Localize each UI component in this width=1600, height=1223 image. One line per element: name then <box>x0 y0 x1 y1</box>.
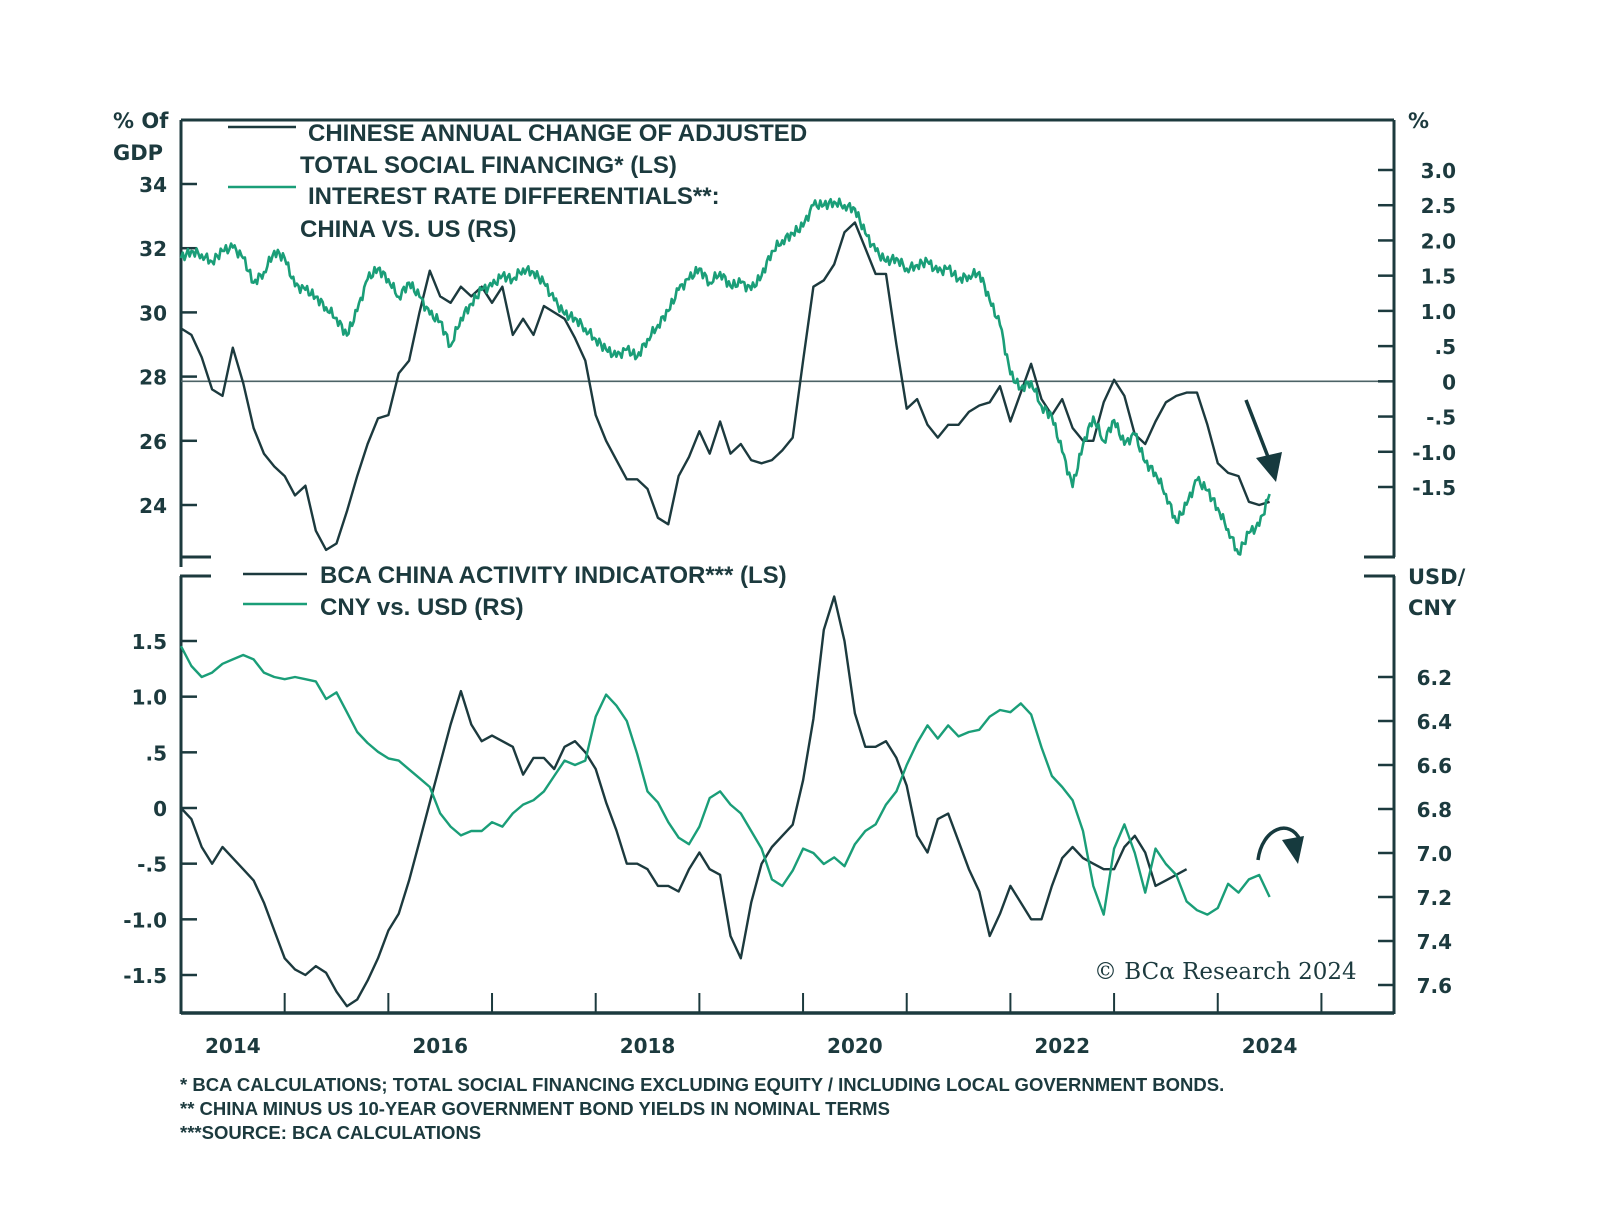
series-line-interest-rate-differential <box>179 197 1271 556</box>
top-right-tick-label: 1.0 <box>1421 300 1456 324</box>
bottom-right-ticks: 6.2 6.4 6.6 6.8 7.0 7.2 7.4 7.6 <box>1378 666 1452 998</box>
x-axis: 2014 2016 2018 2020 2022 2024 <box>205 993 1323 1058</box>
footnote-2: ** CHINA MINUS US 10-YEAR GOVERNMENT BON… <box>180 1098 890 1119</box>
series-line-total-social-financing <box>180 221 1270 552</box>
bottom-right-tick-label: 7.4 <box>1417 930 1452 954</box>
top-right-axis-label: % <box>1408 109 1429 133</box>
x-tick-label: 2024 <box>1242 1034 1298 1058</box>
bottom-right-tick-label: 7.0 <box>1417 842 1452 866</box>
x-tick-label: 2018 <box>620 1034 676 1058</box>
bottom-left-tick-label: -1.0 <box>123 908 167 932</box>
bottom-left-tick-label: 0 <box>153 797 167 821</box>
top-left-axis-label-line1: % Of <box>113 109 169 133</box>
top-right-tick-label: 2.5 <box>1421 194 1456 218</box>
legend-label-cny: CNY vs. USD (RS) <box>320 594 524 621</box>
bottom-panel-frame <box>179 574 1396 1015</box>
bottom-legend: BCA CHINA ACTIVITY INDICATOR*** (LS) CNY… <box>243 562 787 621</box>
top-right-tick-label: 1.5 <box>1421 265 1456 289</box>
bottom-left-tick-label: 1.5 <box>132 630 167 654</box>
down-arrow-icon <box>1244 399 1282 482</box>
bottom-right-tick-label: 6.4 <box>1417 710 1452 734</box>
bottom-right-tick-label: 6.8 <box>1417 798 1452 822</box>
legend-label-rate-diff-line1: INTEREST RATE DIFFERENTIALS**: <box>308 183 720 210</box>
top-right-tick-label: 0 <box>1442 370 1456 394</box>
top-right-tick-label: 2.0 <box>1421 229 1456 253</box>
top-right-tick-label: -1.5 <box>1412 476 1456 500</box>
bottom-right-tick-label: 6.2 <box>1417 666 1452 690</box>
bottom-left-tick-label: -.5 <box>137 853 167 877</box>
top-right-tick-label: -.5 <box>1426 406 1456 430</box>
bottom-right-tick-label: 7.6 <box>1417 974 1452 998</box>
legend-label-rate-diff-line2: CHINA VS. US (RS) <box>300 216 516 243</box>
legend-label-tsf-line2: TOTAL SOCIAL FINANCING* (LS) <box>300 152 677 179</box>
top-right-tick-label: 3.0 <box>1421 159 1456 183</box>
top-legend: CHINESE ANNUAL CHANGE OF ADJUSTED TOTAL … <box>228 120 807 243</box>
bottom-right-tick-label: 7.2 <box>1417 886 1452 910</box>
top-left-tick-label: 28 <box>139 366 167 390</box>
x-tick-label: 2020 <box>827 1034 883 1058</box>
top-left-tick-label: 32 <box>139 237 167 261</box>
legend-label-tsf-line1: CHINESE ANNUAL CHANGE OF ADJUSTED <box>308 120 807 147</box>
bottom-left-tick-label: -1.5 <box>123 964 167 988</box>
x-tick-label: 2014 <box>205 1034 261 1058</box>
series-line-activity-indicator <box>180 595 1188 1008</box>
series-line-cny-usd <box>179 645 1271 916</box>
top-left-tick-label: 26 <box>139 430 167 454</box>
top-left-axis-label-line2: GDP <box>113 141 163 165</box>
x-tick-label: 2022 <box>1034 1034 1090 1058</box>
top-series <box>179 197 1271 556</box>
top-right-tick-label: .5 <box>1434 335 1456 359</box>
x-tick-label: 2016 <box>412 1034 468 1058</box>
bottom-left-ticks: 1.5 1.0 .5 0 -.5 -1.0 -1.5 <box>123 630 197 988</box>
footnote-3: ***SOURCE: BCA CALCULATIONS <box>180 1122 481 1143</box>
bottom-right-tick-label: 6.6 <box>1417 754 1452 778</box>
top-panel: % Of GDP % 34 32 30 28 26 24 3.0 2.5 2.0 1.5 1.0.… <box>113 109 1456 567</box>
top-left-tick-label: 34 <box>139 173 167 197</box>
top-panel-frame <box>179 118 1396 567</box>
top-left-tick-label: 30 <box>139 301 167 325</box>
bottom-left-tick-label: .5 <box>145 741 167 765</box>
bottom-right-axis-label-line2: CNY <box>1408 596 1457 620</box>
copyright: © BCα Research 2024 <box>1094 959 1357 985</box>
curved-arrow-icon <box>1256 826 1304 864</box>
footnotes: * BCA CALCULATIONS; TOTAL SOCIAL FINANCI… <box>180 1074 1224 1143</box>
bottom-right-axis-label-line1: USD/ <box>1408 565 1466 589</box>
top-right-ticks: 3.0 2.5 2.0 1.5 1.0 .5 0 -.5 -1.0 -1.5 <box>1378 159 1456 500</box>
bottom-panel: USD/ CNY 1.51.0.50-.5-1.0-1.5 6.26.46.66… <box>123 562 1466 1015</box>
footnote-1: * BCA CALCULATIONS; TOTAL SOCIAL FINANCI… <box>180 1074 1224 1095</box>
legend-label-activity: BCA CHINA ACTIVITY INDICATOR*** (LS) <box>320 562 787 589</box>
top-left-tick-label: 24 <box>139 494 167 518</box>
bottom-left-tick-label: 1.0 <box>132 686 167 710</box>
bottom-series <box>179 595 1271 1008</box>
top-right-tick-label: -1.0 <box>1412 441 1456 465</box>
top-left-ticks: 34 32 30 28 26 24 <box>139 173 197 518</box>
